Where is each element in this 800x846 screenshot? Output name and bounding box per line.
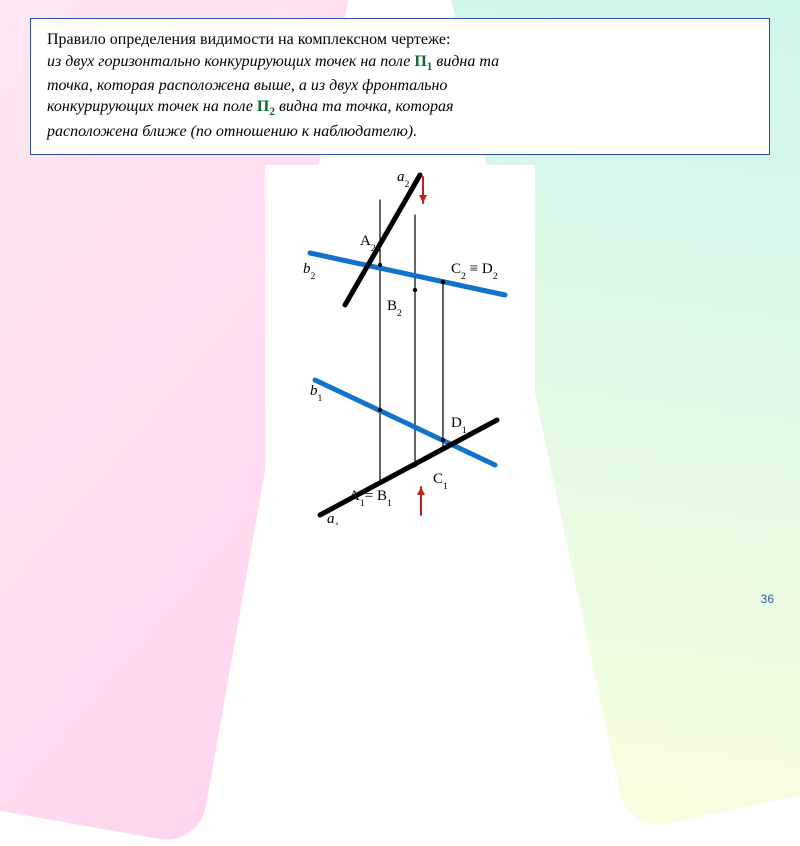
rule-box: Правило определения видимости на комплек… xyxy=(30,18,770,155)
rule-line1a: из двух горизонтально конкурирующих точе… xyxy=(47,53,414,70)
svg-text:C1: C1 xyxy=(433,471,448,492)
svg-text:С2 ≡ D2: С2 ≡ D2 xyxy=(451,261,498,282)
rule-title: Правило определения видимости на комплек… xyxy=(47,31,450,48)
svg-text:b2: b2 xyxy=(303,261,316,282)
diagram-svg: a2 b2 A2 B2 С2 ≡ D2 b1 D1 C1 A1= B1 a1 xyxy=(265,165,535,525)
rule-line3b: видна та точка, которая xyxy=(275,98,453,115)
svg-text:A1= B1: A1= B1 xyxy=(349,488,392,509)
svg-text:a1: a1 xyxy=(327,511,340,525)
rule-line3a: конкурирующих точек на поле xyxy=(47,98,257,115)
svg-text:a2: a2 xyxy=(397,169,410,190)
pi1-symbol: П1 xyxy=(414,53,432,70)
svg-text:b1: b1 xyxy=(310,383,323,404)
pi2-symbol: П2 xyxy=(257,98,275,115)
svg-text:D1: D1 xyxy=(451,415,467,436)
page-number: 36 xyxy=(761,592,774,606)
rule-line2: точка, которая расположена выше, а из дв… xyxy=(47,77,447,94)
svg-text:B2: B2 xyxy=(387,298,402,319)
diagram-figure: a2 b2 A2 B2 С2 ≡ D2 b1 D1 C1 A1= B1 a1 xyxy=(265,165,535,525)
rule-line4: расположена ближе (по отношению к наблюд… xyxy=(47,123,417,140)
rule-line1b: видна та xyxy=(432,53,499,70)
svg-text:A2: A2 xyxy=(360,233,376,254)
